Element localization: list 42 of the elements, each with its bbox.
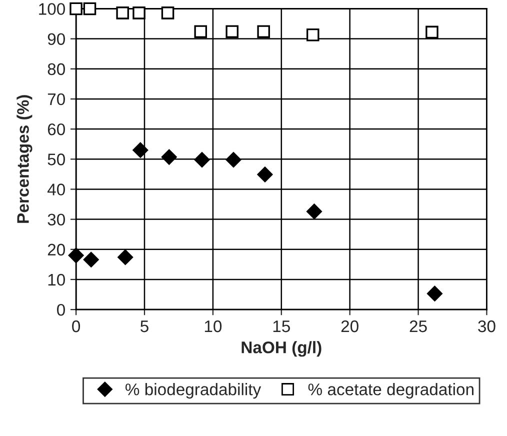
x-tick-label: 25	[410, 320, 427, 332]
x-tick-label: 20	[341, 320, 358, 332]
point	[70, 2, 82, 16]
y-tick-label: 100	[39, 3, 65, 15]
x-tick-label: 5	[140, 320, 148, 332]
point	[426, 26, 438, 39]
y-tick-label: 30	[48, 214, 65, 226]
y-axis-title: Percentages (%)	[16, 95, 32, 223]
point	[194, 25, 208, 38]
x-tick-label: 30	[478, 320, 496, 332]
point	[116, 6, 129, 20]
legend-label: % biodegradability	[125, 383, 262, 399]
point	[161, 149, 177, 165]
x-axis-title: NaOH (g/l)	[242, 341, 322, 357]
y-tick-label: 90	[48, 33, 65, 46]
y-tick-label: 60	[48, 123, 65, 136]
x-tick-label: 10	[204, 320, 222, 332]
point	[194, 152, 210, 168]
point	[118, 250, 134, 265]
y-tick-label: 10	[48, 274, 65, 286]
x-tick-label: 15	[273, 320, 290, 332]
point	[257, 25, 270, 38]
point	[68, 248, 84, 264]
point	[161, 6, 174, 20]
y-tick-label: 0	[57, 304, 65, 316]
y-tick-label: 50	[48, 154, 65, 166]
point	[83, 252, 99, 268]
point	[426, 286, 442, 302]
y-tick-label: 80	[48, 63, 65, 76]
point	[226, 152, 242, 168]
point	[226, 25, 238, 38]
point	[306, 204, 322, 220]
point	[306, 28, 320, 42]
y-tick-label: 70	[48, 93, 65, 106]
legend-label: % acetate degradation	[308, 383, 474, 399]
point	[132, 142, 148, 158]
point	[83, 2, 96, 16]
x-tick-label: 0	[72, 320, 80, 332]
y-tick-label: 20	[48, 244, 65, 256]
point	[132, 6, 146, 20]
y-tick-label: 40	[47, 184, 65, 196]
point	[257, 166, 273, 182]
